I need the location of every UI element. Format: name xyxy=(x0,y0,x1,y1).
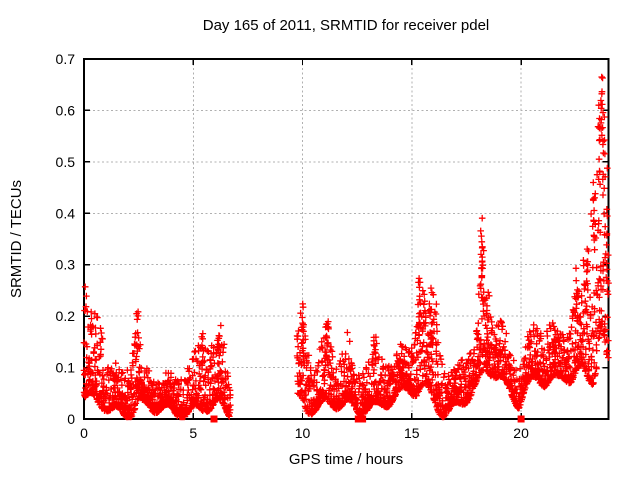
x-tick-label-15: 15 xyxy=(404,425,420,441)
y-tick-label-0.7: 0.7 xyxy=(56,51,76,67)
plot-layers: 0 5 10 15 20 0 0.1 0.2 0.3 0.4 0.5 0.6 0.7 xyxy=(56,51,612,441)
x-tick-label-10: 10 xyxy=(295,425,311,441)
zero-square-marker xyxy=(359,415,367,423)
x-tick-label-20: 20 xyxy=(513,425,529,441)
y-tick-label-0.3: 0.3 xyxy=(56,257,76,273)
x-tick-label-5: 5 xyxy=(189,425,197,441)
y-axis-label: SRMTID / TECUs xyxy=(8,180,25,298)
chart-title: Day 165 of 2011, SRMTID for receiver pde… xyxy=(203,17,490,34)
x-axis-label: GPS time / hours xyxy=(289,451,403,468)
data-points xyxy=(80,73,612,421)
y-tick-label-0: 0 xyxy=(67,411,75,427)
plot-frame xyxy=(83,58,610,420)
y-tick-label-0.6: 0.6 xyxy=(56,102,76,118)
y-tick-label-0.5: 0.5 xyxy=(56,154,76,170)
y-tick-label-0.4: 0.4 xyxy=(56,205,76,221)
y-tick-label-0.2: 0.2 xyxy=(56,308,76,324)
y-tick-label-0.1: 0.1 xyxy=(56,360,76,376)
x-tick-label-0: 0 xyxy=(80,425,88,441)
zero-square-marker xyxy=(210,415,218,423)
zero-square-marker xyxy=(354,415,362,423)
zero-square-marker xyxy=(517,415,525,423)
